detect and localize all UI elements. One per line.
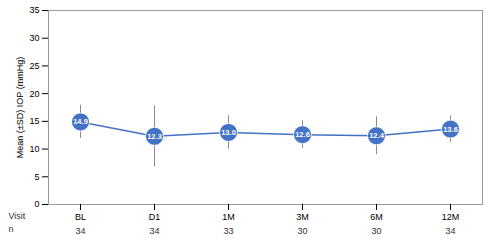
- svg-text:12M: 12M: [442, 212, 460, 222]
- svg-text:30: 30: [371, 226, 381, 236]
- svg-text:6M: 6M: [370, 212, 383, 222]
- svg-text:12.6: 12.6: [295, 130, 310, 139]
- svg-text:15: 15: [29, 116, 39, 126]
- svg-text:D1: D1: [149, 212, 161, 222]
- svg-text:30: 30: [297, 226, 307, 236]
- svg-text:0: 0: [34, 199, 39, 209]
- svg-text:n: n: [9, 224, 14, 234]
- svg-text:35: 35: [29, 5, 39, 15]
- svg-text:5: 5: [34, 172, 39, 182]
- svg-text:13.6: 13.6: [443, 125, 458, 134]
- svg-text:13.0: 13.0: [221, 128, 236, 137]
- svg-text:30: 30: [29, 33, 39, 43]
- svg-text:33: 33: [223, 226, 233, 236]
- svg-text:34: 34: [75, 226, 85, 236]
- svg-text:34: 34: [149, 226, 159, 236]
- svg-text:25: 25: [29, 61, 39, 71]
- svg-text:12.3: 12.3: [147, 132, 162, 141]
- svg-text:BL: BL: [75, 212, 86, 222]
- svg-text:3M: 3M: [296, 212, 309, 222]
- svg-text:1M: 1M: [222, 212, 235, 222]
- svg-text:Visit: Visit: [9, 211, 26, 221]
- svg-text:34: 34: [445, 226, 455, 236]
- svg-text:20: 20: [29, 89, 39, 99]
- svg-text:14.9: 14.9: [73, 117, 88, 126]
- svg-text:10: 10: [29, 144, 39, 154]
- svg-text:12.4: 12.4: [369, 131, 384, 140]
- svg-text:Mean (±SD) IOP (mmHg): Mean (±SD) IOP (mmHg): [15, 57, 25, 158]
